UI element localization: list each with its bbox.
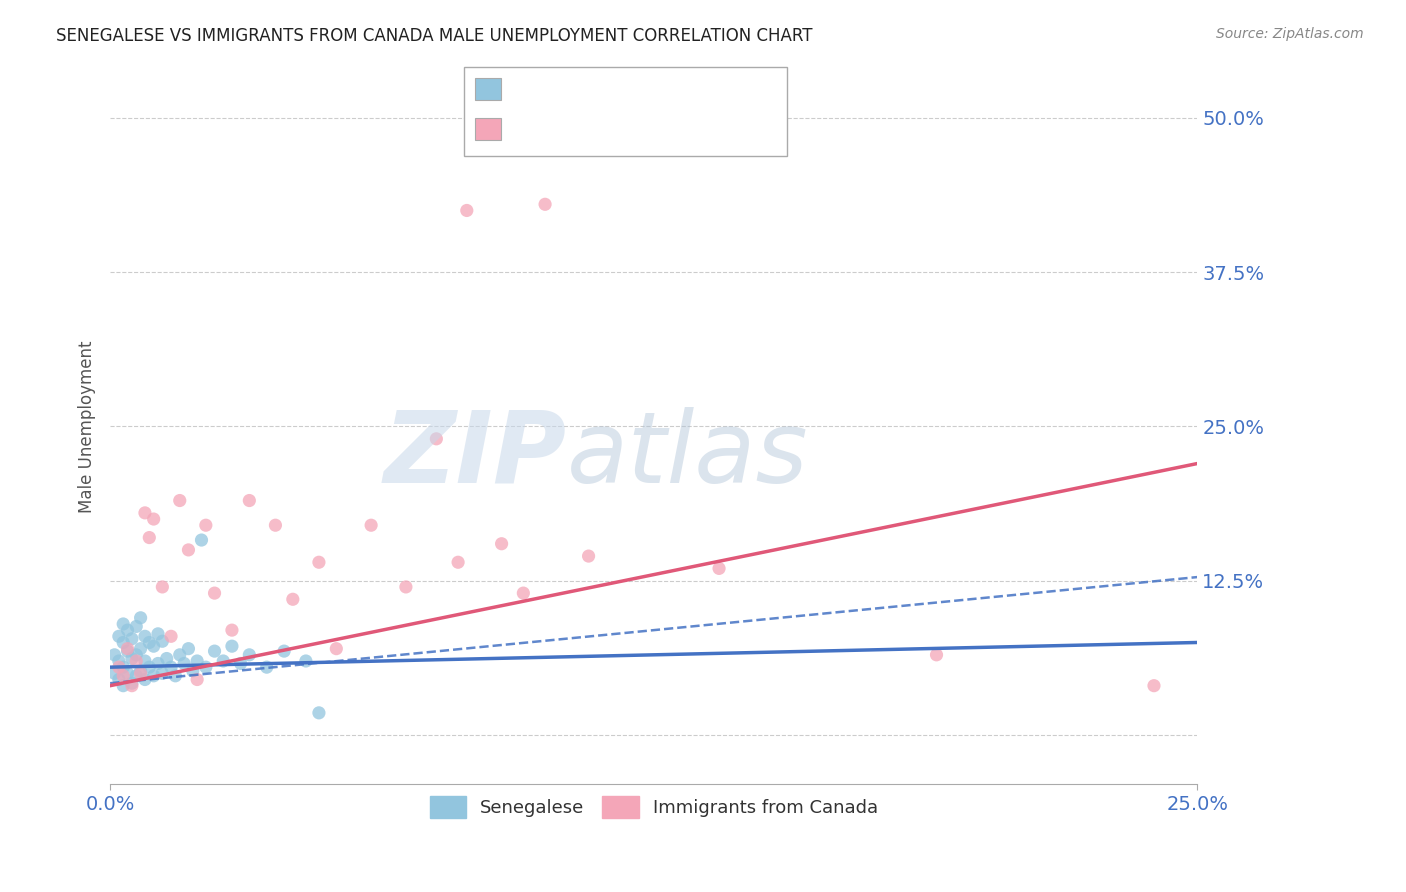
Point — [146, 657, 169, 671]
Point — [204, 586, 226, 600]
Point — [138, 531, 160, 545]
Point — [112, 660, 135, 674]
Point — [150, 666, 173, 681]
Point — [169, 648, 191, 662]
Point — [121, 679, 143, 693]
Point — [112, 635, 135, 649]
Point — [256, 660, 278, 674]
Point — [112, 679, 135, 693]
Point — [142, 639, 165, 653]
Point — [112, 617, 135, 632]
Point — [134, 654, 156, 668]
Point — [186, 673, 208, 687]
Point — [578, 549, 600, 563]
Point — [221, 639, 243, 653]
Point — [129, 641, 152, 656]
Point — [117, 641, 139, 656]
Point — [125, 619, 148, 633]
Point — [121, 651, 143, 665]
Point — [150, 634, 173, 648]
Point — [186, 654, 208, 668]
Point — [194, 660, 217, 674]
Point — [534, 197, 557, 211]
Point — [447, 555, 470, 569]
Point — [512, 586, 534, 600]
Text: SENEGALESE VS IMMIGRANTS FROM CANADA MALE UNEMPLOYMENT CORRELATION CHART: SENEGALESE VS IMMIGRANTS FROM CANADA MAL… — [56, 27, 813, 45]
Point — [221, 623, 243, 637]
Point — [308, 555, 330, 569]
Point — [146, 627, 169, 641]
Point — [117, 666, 139, 681]
Point — [177, 641, 200, 656]
Point — [169, 493, 191, 508]
Point — [1143, 679, 1166, 693]
Point — [117, 644, 139, 658]
Text: R = 0.377   N = 32: R = 0.377 N = 32 — [509, 120, 679, 137]
Point — [360, 518, 382, 533]
Point — [925, 648, 948, 662]
Point — [194, 518, 217, 533]
Point — [108, 654, 131, 668]
Point — [125, 669, 148, 683]
Point — [134, 673, 156, 687]
Point — [212, 654, 235, 668]
Point — [129, 611, 152, 625]
Legend: Senegalese, Immigrants from Canada: Senegalese, Immigrants from Canada — [422, 789, 886, 825]
Point — [264, 518, 287, 533]
Point — [108, 673, 131, 687]
Point — [229, 657, 252, 671]
Point — [204, 644, 226, 658]
Point — [456, 203, 478, 218]
Point — [117, 623, 139, 637]
Point — [165, 669, 187, 683]
Point — [395, 580, 418, 594]
Point — [177, 542, 200, 557]
Point — [308, 706, 330, 720]
Point — [121, 632, 143, 646]
Point — [491, 537, 513, 551]
Point — [707, 561, 730, 575]
Point — [238, 648, 260, 662]
Point — [160, 660, 183, 674]
Point — [295, 654, 318, 668]
Point — [181, 664, 204, 678]
Point — [150, 580, 173, 594]
Text: ZIP: ZIP — [384, 407, 567, 504]
Point — [173, 657, 195, 671]
Text: atlas: atlas — [567, 407, 808, 504]
Point — [108, 629, 131, 643]
Point — [108, 660, 131, 674]
Point — [134, 506, 156, 520]
Text: R = 0.074   N = 51: R = 0.074 N = 51 — [509, 79, 679, 97]
Point — [425, 432, 447, 446]
Point — [273, 644, 295, 658]
Point — [190, 533, 212, 547]
Point — [156, 651, 179, 665]
Point — [134, 629, 156, 643]
Point — [142, 512, 165, 526]
Point — [129, 664, 152, 678]
Point — [142, 669, 165, 683]
Point — [112, 669, 135, 683]
Point — [281, 592, 304, 607]
Point — [103, 648, 125, 662]
Text: Source: ZipAtlas.com: Source: ZipAtlas.com — [1216, 27, 1364, 41]
Point — [103, 666, 125, 681]
Point — [238, 493, 260, 508]
Point — [125, 654, 148, 668]
Point — [325, 641, 347, 656]
Point — [125, 648, 148, 662]
Point — [138, 635, 160, 649]
Point — [138, 660, 160, 674]
Point — [129, 666, 152, 681]
Y-axis label: Male Unemployment: Male Unemployment — [79, 340, 96, 513]
Point — [121, 676, 143, 690]
Point — [160, 629, 183, 643]
